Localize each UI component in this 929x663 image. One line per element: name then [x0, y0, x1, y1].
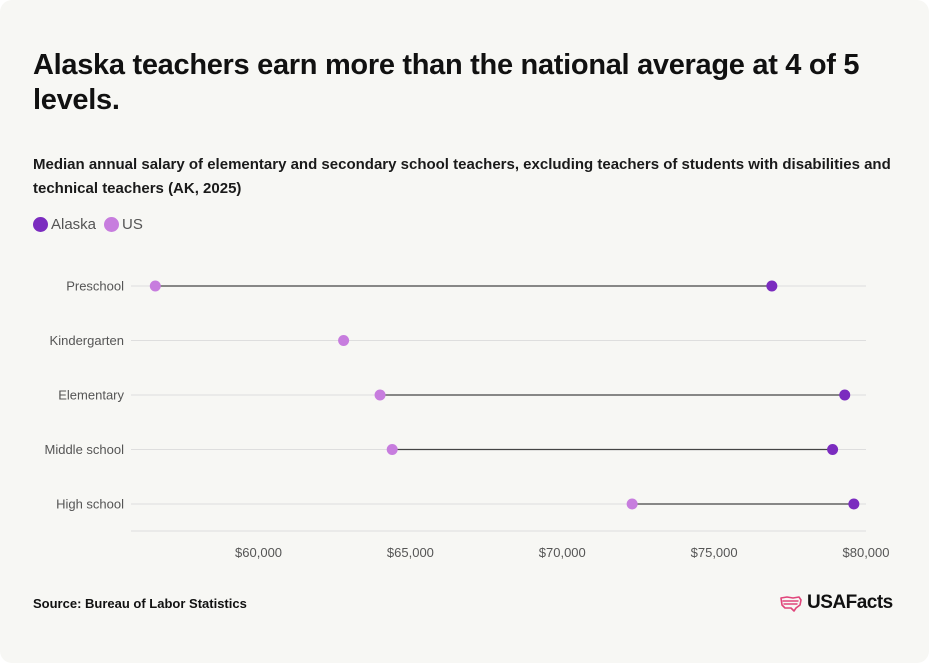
x-tick-label-80000: $80,000	[843, 545, 890, 560]
legend-swatch-alaska	[33, 217, 48, 232]
us-point-kindergarten	[338, 335, 350, 346]
legend-label-us: US	[122, 216, 143, 233]
category-label-middle-school: Middle school	[45, 442, 125, 457]
category-label-kindergarten: Kindergarten	[50, 333, 124, 348]
us-map-flag-icon	[780, 596, 802, 612]
alaska-point-preschool	[766, 280, 778, 292]
category-label-elementary: Elementary	[58, 388, 124, 403]
source-note: Source: Bureau of Labor Statistics	[33, 596, 247, 611]
us-point-middle-school	[386, 444, 398, 455]
chart-subtitle: Median annual salary of elementary and s…	[33, 156, 891, 197]
x-tick-label-75000: $75,000	[691, 545, 738, 560]
legend-label-alaska: Alaska	[51, 216, 97, 233]
logo-text: USAFacts	[807, 592, 893, 613]
alaska-point-middle-school	[827, 444, 839, 455]
legend: Alaska US	[33, 216, 143, 233]
alaska-point-high-school	[848, 498, 860, 510]
legend-swatch-us	[104, 217, 120, 232]
us-point-preschool	[149, 280, 161, 292]
x-tick-label-70000: $70,000	[539, 545, 586, 560]
chart-title: Alaska teachers earn more than the natio…	[33, 49, 860, 116]
usafacts-logo: USAFacts	[779, 592, 893, 614]
alaska-point-elementary	[839, 389, 851, 401]
category-label-preschool: Preschool	[66, 279, 124, 294]
us-point-elementary	[374, 389, 386, 401]
legend-item-us: US	[104, 216, 143, 233]
legend-item-alaska: Alaska	[33, 216, 96, 233]
category-label-high-school: High school	[56, 497, 124, 512]
x-tick-label-65000: $65,000	[387, 545, 434, 560]
us-point-high-school	[626, 498, 638, 510]
x-tick-label-60000: $60,000	[235, 545, 282, 560]
